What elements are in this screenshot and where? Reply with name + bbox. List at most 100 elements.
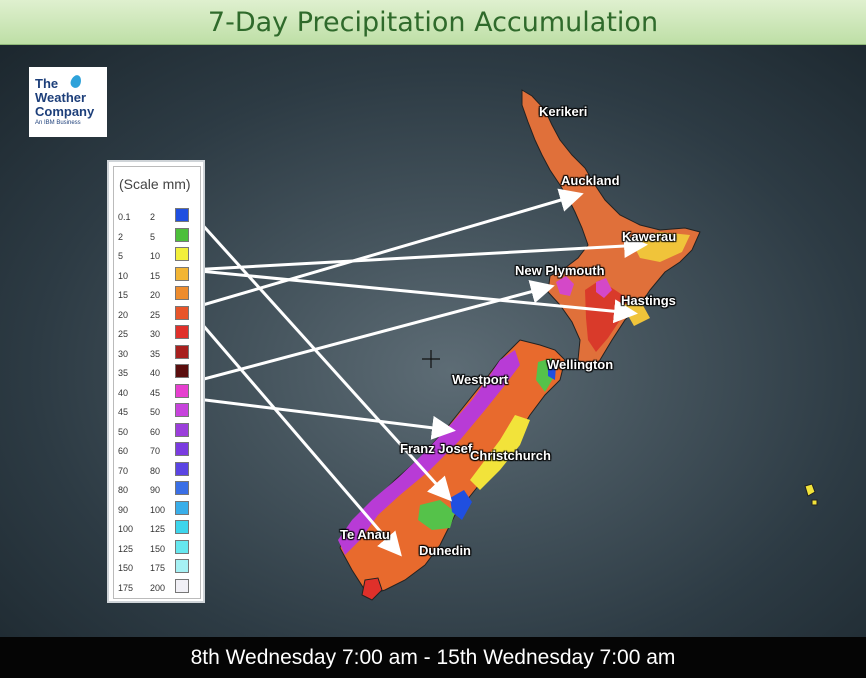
legend-range-to: 15 [150,270,161,281]
legend-swatch [175,403,189,417]
legend-swatch [175,266,189,281]
logo-line-3: Company [35,104,95,119]
legend-range-to: 200 [150,582,166,593]
legend-range-to: 125 [150,524,166,534]
logo-tagline: An IBM Business [35,120,81,126]
legend-swatch [175,500,189,515]
legend-swatch [175,481,189,495]
legend-swatch [175,520,189,534]
arrow-45mm-to-new-plymouth [188,280,555,385]
city-kerikeri: Kerikeri [539,104,588,119]
legend-row: 45 50 [114,401,200,423]
chatham-islands [804,483,818,506]
nz-precipitation-map [187,89,818,601]
legend-row: 20 25 [114,304,200,326]
legend-range-to: 2 [150,212,156,222]
legend-range-to: 150 [150,543,166,554]
legend-range-from: 20 [118,309,129,320]
legend-range-from: 80 [118,485,129,495]
legend-swatch [175,305,189,320]
legend-title: (Scale mm) [119,176,191,192]
legend-swatch [175,461,189,476]
stewart-island [361,577,383,601]
legend-swatch [175,286,189,300]
crosshair-marker [422,350,440,368]
legend-range-from: 175 [118,582,134,593]
logo-line-2: Weather [35,90,87,105]
legend-swatch [175,559,189,573]
north-island-heavy-rain [585,280,630,352]
legend-row: 90 100 [114,499,200,521]
legend-range-to: 5 [150,231,156,242]
legend-row: 50 60 [114,421,200,443]
page-title: 7-Day Precipitation Accumulation [207,6,659,38]
legend-row: 0.1 2 [114,206,200,228]
north-island-peak-rain [556,276,612,298]
legend-range-to: 20 [150,290,161,300]
legend-range-from: 10 [118,270,129,281]
precipitation-legend: (Scale mm) 0.1 2 2 5 5 10 10 15 15 20 20 25 25 30 30 35… [107,160,205,603]
legend-swatch [175,422,189,437]
south-island-west-coast-rain [338,350,520,555]
legend-range-to: 40 [150,368,161,378]
city-kawerau: Kawerau [622,229,677,244]
south-island-dry-area [470,415,530,490]
legend-range-to: 45 [150,387,161,398]
arrow-25mm-to-dunedin [187,308,402,557]
legend-range-from: 35 [118,368,129,378]
legend-row: 5 10 [114,245,200,267]
time-period-bar: 8th Wednesday 7:00 am - 15th Wednesday 7… [0,637,866,678]
legend-range-to: 35 [150,348,161,359]
arrow-15mm-to-kawerau [188,234,648,272]
legend-row: 100 125 [114,518,200,540]
legend-range-from: 0.1 [118,212,131,222]
legend-row: 25 30 [114,323,200,345]
legend-range-from: 125 [118,543,134,554]
arrow-2mm-to-christchurch [187,208,453,502]
legend-range-to: 70 [150,446,161,456]
legend-row: 30 35 [114,343,200,365]
title-bar: 7-Day Precipitation Accumulation [0,0,866,45]
legend-row: 60 70 [114,440,200,462]
legend-range-from: 15 [118,290,129,300]
legend-range-from: 60 [118,446,129,456]
logo-line-1: The [35,76,59,91]
city-wellington: Wellington [547,357,614,372]
legend-range-to: 90 [150,485,161,495]
legend-range-from: 2 [118,231,124,242]
legend-row: 10 15 [114,265,200,287]
arrow-20mm-to-auckland [188,188,584,311]
legend-range-to: 175 [150,563,166,573]
arrow-15mm-to-hastings [188,268,638,324]
arrow-50mm-to-franz-josef [188,396,456,440]
legend-row: 125 150 [114,538,200,560]
legend-swatch [175,208,189,222]
legend-swatch [175,383,189,398]
legend-range-to: 50 [150,407,161,417]
legend-range-to: 80 [150,465,161,476]
legend-range-from: 40 [118,387,129,398]
legend-range-to: 30 [150,329,161,339]
legend-range-from: 45 [118,407,129,417]
city-hastings: Hastings [621,293,676,308]
weather-company-logo: The Weather Company An IBM Business [29,67,107,137]
city-christchurch: Christchurch [470,448,551,463]
city-franz-josef: Franz Josef [400,441,473,456]
legend-swatch [175,578,189,593]
legend-range-to: 100 [150,504,166,515]
city-auckland: Auckland [561,173,620,188]
legend-box: (Scale mm) 0.1 2 2 5 5 10 10 15 15 20 20 25 25 30 30 35… [113,166,201,599]
legend-row: 80 90 [114,479,200,501]
city-te-anau: Te Anau [340,527,390,542]
legend-range-to: 25 [150,309,161,320]
legend-range-to: 60 [150,426,161,437]
city-new-plymouth: New Plymouth [515,263,605,278]
legend-range-from: 50 [118,426,129,437]
legend-row: 70 80 [114,460,200,482]
legend-range-to: 10 [150,251,161,261]
legend-range-from: 5 [118,251,124,261]
legend-row: 15 20 [114,284,200,306]
city-dunedin: Dunedin [419,543,471,558]
south-island-green-area [418,358,555,530]
legend-range-from: 70 [118,465,129,476]
